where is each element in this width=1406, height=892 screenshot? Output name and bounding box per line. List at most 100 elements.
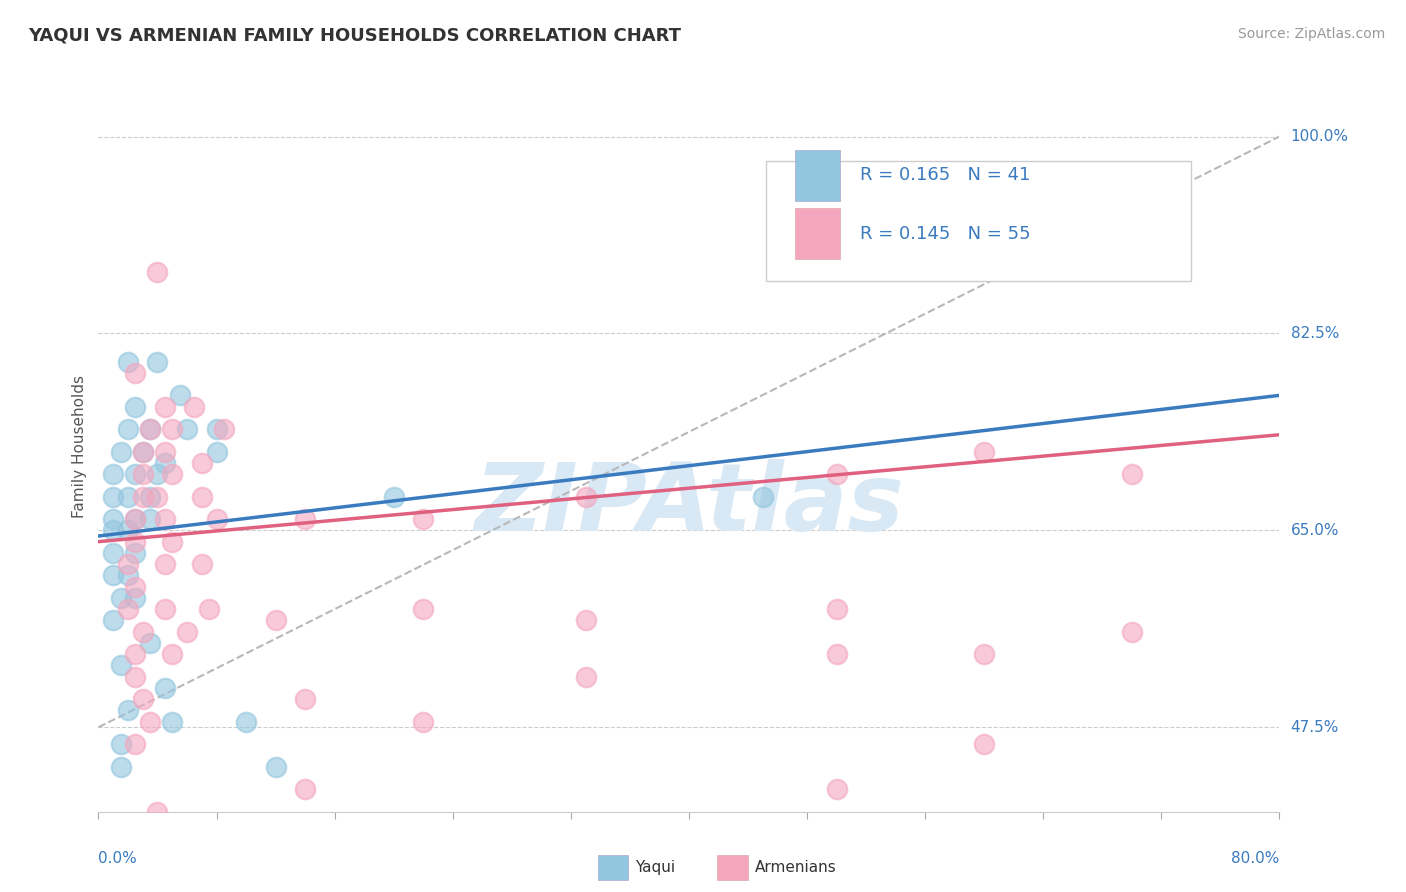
Point	[110, 444, 132, 458]
Point	[132, 692, 155, 706]
Point	[205, 444, 228, 458]
Point	[124, 467, 146, 482]
Point	[198, 602, 221, 616]
Point	[146, 264, 169, 278]
Point	[294, 692, 316, 706]
Point	[103, 546, 125, 560]
Point	[117, 354, 139, 368]
Point	[205, 422, 228, 436]
Point	[205, 512, 228, 526]
Point	[264, 614, 287, 628]
Point	[264, 760, 287, 774]
Point	[146, 354, 169, 368]
Point	[751, 490, 773, 504]
Text: 100.0%: 100.0%	[1291, 129, 1348, 144]
Point	[110, 591, 132, 605]
Point	[153, 602, 176, 616]
Point	[103, 614, 125, 628]
Point	[825, 782, 848, 797]
Point	[973, 737, 995, 751]
Point	[139, 422, 162, 436]
Point	[973, 444, 995, 458]
Point	[117, 703, 139, 717]
Point	[153, 557, 176, 571]
Point	[139, 714, 162, 729]
Text: ZIPAtlas: ZIPAtlas	[474, 458, 904, 550]
Point	[139, 512, 162, 526]
Point	[124, 534, 146, 549]
Point	[162, 467, 183, 482]
Point	[412, 602, 434, 616]
Point	[146, 805, 169, 819]
Point	[574, 614, 596, 628]
Point	[294, 512, 316, 526]
Text: Armenians: Armenians	[755, 861, 837, 875]
Point	[139, 422, 162, 436]
Point	[382, 490, 405, 504]
Point	[191, 557, 214, 571]
Point	[132, 444, 155, 458]
Point	[176, 422, 198, 436]
Text: 65.0%: 65.0%	[1291, 523, 1339, 538]
Y-axis label: Family Households: Family Households	[72, 375, 87, 517]
Text: Yaqui: Yaqui	[636, 861, 676, 875]
Point	[124, 580, 146, 594]
Point	[153, 456, 176, 470]
Text: 82.5%: 82.5%	[1291, 326, 1339, 341]
Point	[139, 490, 162, 504]
FancyBboxPatch shape	[796, 209, 841, 260]
Point	[162, 647, 183, 661]
Point	[117, 557, 139, 571]
Point	[169, 388, 191, 402]
Point	[110, 658, 132, 673]
Point	[124, 512, 146, 526]
Point	[146, 490, 169, 504]
Point	[825, 647, 848, 661]
Point	[146, 467, 169, 482]
FancyBboxPatch shape	[766, 161, 1191, 282]
Point	[117, 524, 139, 538]
Text: R = 0.165   N = 41: R = 0.165 N = 41	[860, 167, 1031, 185]
Point	[117, 422, 139, 436]
Point	[162, 534, 183, 549]
Point	[110, 760, 132, 774]
Point	[294, 782, 316, 797]
Point	[124, 647, 146, 661]
Point	[162, 714, 183, 729]
Text: 47.5%: 47.5%	[1291, 720, 1339, 735]
Point	[412, 512, 434, 526]
Point	[825, 602, 848, 616]
Point	[124, 737, 146, 751]
Point	[153, 400, 176, 414]
Point	[132, 467, 155, 482]
Point	[139, 636, 162, 650]
Point	[103, 467, 125, 482]
Point	[574, 490, 596, 504]
Point	[124, 512, 146, 526]
Text: 0.0%: 0.0%	[98, 851, 138, 865]
Text: 80.0%: 80.0%	[1232, 851, 1279, 865]
Point	[124, 366, 146, 380]
Point	[153, 512, 176, 526]
Point	[973, 647, 995, 661]
Point	[132, 490, 155, 504]
Point	[103, 490, 125, 504]
Point	[191, 490, 214, 504]
Point	[117, 490, 139, 504]
Point	[103, 512, 125, 526]
Point	[103, 568, 125, 582]
Point	[183, 400, 205, 414]
Point	[103, 524, 125, 538]
Point	[124, 546, 146, 560]
Point	[1121, 467, 1143, 482]
Point	[110, 737, 132, 751]
Point	[235, 714, 257, 729]
Point	[825, 467, 848, 482]
Point	[132, 444, 155, 458]
Point	[1121, 624, 1143, 639]
Point	[191, 456, 214, 470]
Point	[412, 714, 434, 729]
Point	[574, 670, 596, 684]
Text: YAQUI VS ARMENIAN FAMILY HOUSEHOLDS CORRELATION CHART: YAQUI VS ARMENIAN FAMILY HOUSEHOLDS CORR…	[28, 27, 681, 45]
Point	[124, 591, 146, 605]
